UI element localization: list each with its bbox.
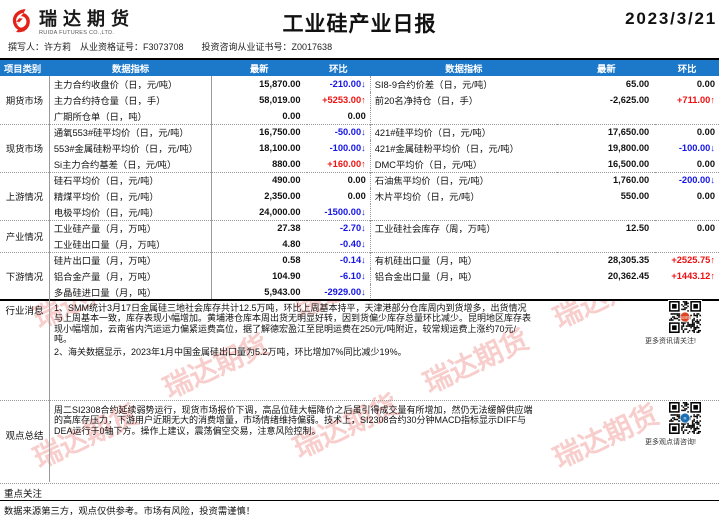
svg-text:瑞达期货: 瑞达期货 bbox=[680, 316, 691, 320]
svg-text:M: M bbox=[684, 416, 687, 420]
